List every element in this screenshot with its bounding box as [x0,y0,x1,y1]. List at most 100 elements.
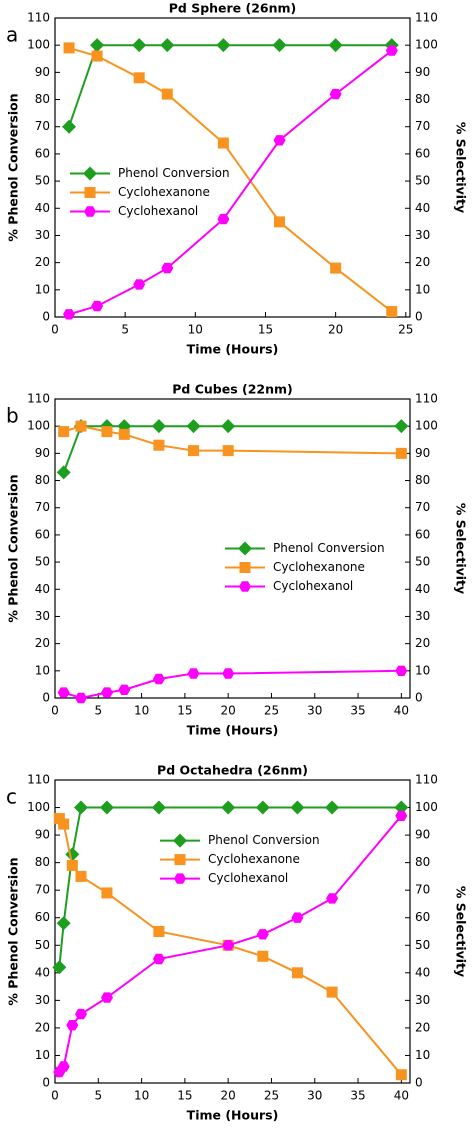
marker [57,687,70,698]
x-tick-label: 35 [350,1089,365,1103]
y-tick-label: 40 [35,965,50,979]
y2-tick-label: 20 [415,1020,430,1034]
marker [66,1020,79,1031]
y2-tick-label: 80 [415,92,430,106]
marker [56,916,71,931]
marker [188,445,200,457]
y2-tick-label: 10 [415,1048,430,1062]
y2-tick-label: 90 [415,65,430,79]
marker [63,309,75,320]
marker [133,72,145,84]
marker [255,800,270,815]
legend-marker [174,873,186,884]
y2-tick-label: 50 [415,174,430,188]
marker [99,800,114,815]
marker [326,986,338,998]
marker [101,992,113,1003]
y2-tick-label: 60 [415,146,430,160]
y-tick-label: 0 [42,691,50,705]
legend-marker [84,186,96,198]
y2-tick-label: 40 [415,201,430,215]
y2-tick-label: 100 [415,38,438,52]
x-tick-label: 20 [328,323,343,337]
x-tick-label: 20 [221,704,236,718]
plot-frame [54,398,411,699]
panel-label: c [6,785,17,809]
y-tick-label: 60 [35,146,50,160]
x-tick-label: 0 [51,323,59,337]
x-tick-label: 0 [51,1089,59,1103]
marker [132,38,147,53]
y2-tick-label: 110 [415,11,438,25]
y-tick-label: 20 [35,636,50,650]
marker [133,279,146,290]
y2-axis-label: % Selectivity [454,122,469,213]
marker [187,668,200,679]
y2-tick-label: 0 [415,1076,423,1090]
x-tick-label: 30 [307,704,322,718]
y-tick-label: 100 [27,800,50,814]
y-tick-label: 10 [35,282,50,296]
marker [329,88,342,100]
x-axis-label: Time (Hours) [187,1108,279,1123]
marker [101,426,113,438]
y2-tick-label: 30 [415,993,430,1007]
marker [291,912,304,923]
y-axis-label: % Phenol Conversion [6,474,21,622]
y-tick-label: 90 [35,65,50,79]
y2-tick-label: 0 [415,691,423,705]
y-tick-label: 0 [42,1076,50,1090]
marker [152,953,165,965]
marker [395,665,408,676]
legend-label: Phenol Conversion [273,541,385,555]
y2-tick-label: 10 [415,663,430,677]
chart-title: Pd Octahedra (26nm) [157,763,308,778]
marker [221,800,236,815]
legend-marker [238,541,252,556]
series-line [68,49,393,316]
plot-frame [54,17,411,318]
y-tick-label: 110 [27,392,50,406]
x-axis-label: Time (Hours) [187,723,279,738]
x-tick-label: 20 [221,1089,236,1103]
marker [91,300,104,312]
marker [290,800,305,815]
marker [272,38,287,53]
y-tick-label: 30 [35,609,50,623]
y2-tick-label: 30 [415,609,430,623]
y2-tick-label: 110 [415,773,438,787]
x-tick-label: 15 [258,323,273,337]
marker [395,447,407,459]
y-tick-label: 10 [35,663,50,677]
marker [257,950,269,962]
marker [73,800,88,815]
marker [216,38,231,53]
x-tick-label: 15 [177,704,192,718]
x-tick-label: 25 [398,323,413,337]
marker [91,50,103,62]
y2-tick-label: 10 [415,282,430,296]
marker [160,38,175,53]
x-tick-label: 5 [94,704,102,718]
y2-tick-label: 70 [415,883,430,897]
y-tick-label: 20 [35,255,50,269]
marker [75,870,87,882]
legend-marker [239,562,251,573]
y-tick-label: 80 [35,92,50,106]
y2-tick-label: 80 [415,473,430,487]
marker [66,859,78,871]
y2-tick-label: 50 [415,555,430,569]
y-axis-label: % Phenol Conversion [6,857,21,1005]
y-tick-label: 100 [27,419,50,433]
y-axis-label: % Phenol Conversion [6,93,21,241]
marker [58,426,70,438]
y-tick-label: 70 [35,883,50,897]
marker [75,1008,87,1020]
y-tick-label: 50 [35,555,50,569]
legend-marker [83,166,97,181]
marker [217,137,229,149]
marker [273,135,286,146]
y2-tick-label: 40 [415,582,430,596]
marker [325,800,340,815]
